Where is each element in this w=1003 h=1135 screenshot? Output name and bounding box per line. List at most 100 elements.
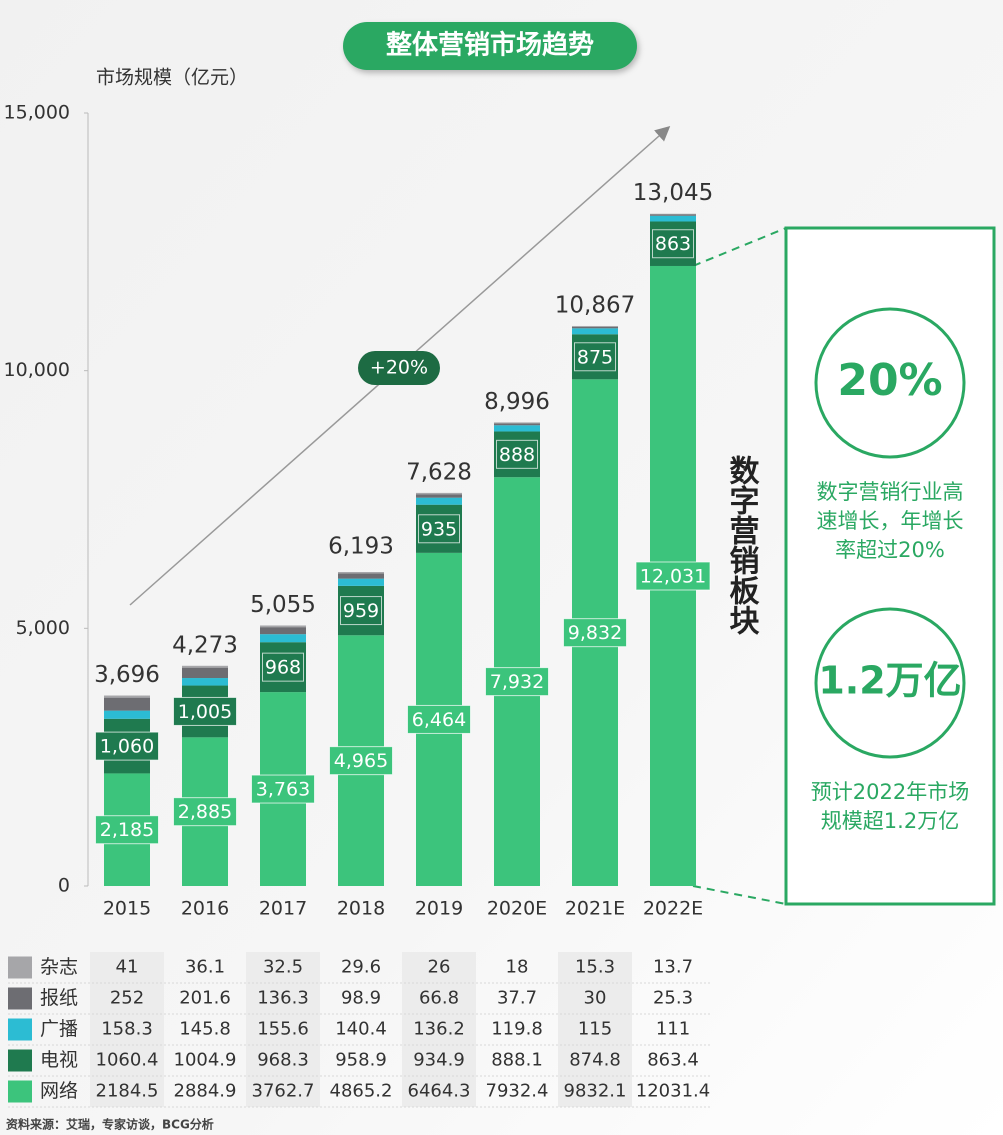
stat-description: 速增长，年增长 (817, 509, 964, 533)
table-cell: 15.3 (575, 957, 615, 978)
value-label: 959 (343, 600, 379, 622)
y-tick-label: 15,000 (4, 102, 70, 124)
x-tick-label: 2022E (643, 898, 703, 920)
total-label: 13,045 (633, 180, 713, 206)
table-cell: 2184.5 (96, 1081, 159, 1102)
bar-segment (338, 572, 384, 574)
label-bg (652, 229, 694, 259)
total-label: 5,055 (250, 592, 316, 618)
table-cell: 958.9 (335, 1050, 387, 1071)
bar-segment (338, 573, 384, 579)
table-column-bg (402, 952, 476, 1107)
value-label: 888 (499, 444, 535, 466)
bar-segment (104, 695, 150, 698)
y-axis-label: 市场规模（亿元） (96, 67, 248, 89)
value-label: 9,832 (568, 622, 622, 644)
table-cell: 66.8 (419, 988, 459, 1009)
bar-segment (104, 697, 150, 711)
table-cell: 3762.7 (252, 1081, 315, 1102)
table-cell: 26 (428, 957, 451, 978)
label-bg (574, 342, 616, 372)
table-cell: 155.6 (257, 1019, 309, 1040)
connector (692, 227, 787, 267)
bar-segment (260, 627, 306, 635)
value-label: 6,464 (412, 709, 466, 731)
value-label: 968 (265, 657, 301, 679)
table-cell: 32.5 (263, 957, 303, 978)
stat-description: 预计2022年市场 (811, 780, 969, 804)
x-tick-label: 2017 (259, 898, 307, 920)
bar-segment (182, 665, 228, 668)
table-cell: 968.3 (257, 1050, 309, 1071)
legend-label: 电视 (40, 1049, 78, 1071)
x-tick-label: 2015 (103, 898, 151, 920)
legend-label: 杂志 (40, 956, 78, 978)
table-cell: 30 (584, 988, 607, 1009)
value-label: 3,763 (256, 779, 310, 801)
table-cell: 12031.4 (636, 1081, 710, 1102)
bar-segment (182, 678, 228, 686)
table-column-bg (558, 952, 632, 1107)
legend-swatch (8, 987, 32, 1010)
x-tick-label: 2021E (565, 898, 625, 920)
stat-description: 规模超1.2万亿 (821, 809, 959, 833)
label-bg (635, 561, 711, 591)
table-cell: 4865.2 (330, 1081, 393, 1102)
table-cell: 145.8 (179, 1019, 231, 1040)
table-cell: 7932.4 (486, 1081, 549, 1102)
x-tick-label: 2020E (487, 898, 547, 920)
table-cell: 934.9 (413, 1050, 465, 1071)
table-cell: 37.7 (497, 988, 537, 1009)
table-cell: 9832.1 (564, 1081, 627, 1102)
bar-segment (650, 214, 696, 216)
total-label: 8,996 (484, 389, 550, 415)
table-cell: 888.1 (491, 1050, 543, 1071)
x-tick-label: 2018 (337, 898, 385, 920)
table-cell: 25.3 (653, 988, 693, 1009)
table-cell: 201.6 (179, 988, 231, 1009)
value-label: 4,965 (334, 750, 388, 772)
bar-segment (572, 328, 618, 335)
bar-segment (182, 667, 228, 679)
label-bg (173, 696, 237, 726)
total-label: 4,273 (172, 632, 238, 658)
table-cell: 29.6 (341, 957, 381, 978)
bar-segment (650, 215, 696, 222)
bar-segment (260, 625, 306, 628)
legend-label: 广播 (40, 1018, 78, 1040)
label-bg (563, 618, 627, 648)
legend-swatch (8, 1080, 32, 1103)
connector (692, 885, 787, 905)
label-bg (95, 815, 159, 845)
legend-swatch (8, 1049, 32, 1072)
table-cell: 6464.3 (408, 1081, 471, 1102)
bar-segment (260, 634, 306, 643)
label-bg (496, 439, 538, 469)
label-bg (251, 774, 315, 804)
table-cell: 115 (578, 1019, 612, 1040)
table-cell: 158.3 (101, 1019, 153, 1040)
x-tick-label: 2019 (415, 898, 463, 920)
value-label: 12,031 (640, 565, 706, 587)
bar-segment (104, 710, 150, 719)
label-bg (418, 514, 460, 544)
bar-segment (338, 578, 384, 586)
stat-value: 20% (837, 355, 942, 406)
stat-description: 数字营销行业高 (817, 480, 964, 504)
legend-swatch (8, 956, 32, 979)
total-label: 3,696 (94, 662, 160, 688)
table-cell: 1060.4 (96, 1050, 159, 1071)
table-cell: 36.1 (185, 957, 225, 978)
total-label: 6,193 (328, 533, 394, 559)
title-pill (343, 22, 637, 70)
label-bg (95, 731, 159, 761)
value-label: 2,885 (178, 801, 232, 823)
source: 资料来源：艾瑞，专家访谈，BCG分析 (6, 1117, 214, 1132)
bar-segment (572, 326, 618, 329)
table-cell: 136.2 (413, 1019, 465, 1040)
stat-description: 率超过20% (835, 538, 945, 562)
stat-circle (814, 607, 966, 759)
bar-segment (416, 497, 462, 505)
label-bg (340, 596, 382, 626)
legend-label: 报纸 (40, 987, 78, 1009)
